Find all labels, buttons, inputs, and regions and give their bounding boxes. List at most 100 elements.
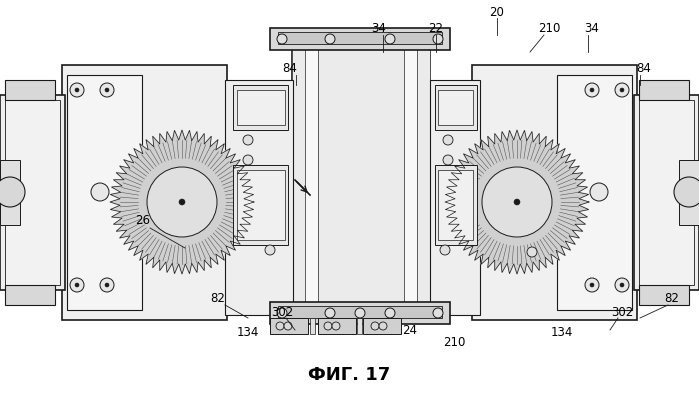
Text: 134: 134 (237, 326, 259, 339)
Text: 210: 210 (442, 336, 466, 349)
Text: 210: 210 (538, 21, 560, 35)
Bar (404, 34, 417, 316)
Bar (62, 65, 227, 320)
Circle shape (482, 167, 552, 237)
Bar (639, 80, 689, 100)
Text: 84: 84 (282, 62, 298, 75)
Bar (305, 34, 318, 316)
Circle shape (674, 177, 699, 207)
Circle shape (355, 308, 365, 318)
Circle shape (243, 135, 253, 145)
Circle shape (325, 34, 335, 44)
Circle shape (615, 83, 629, 97)
Circle shape (433, 34, 443, 44)
Bar (357, 318, 362, 334)
Circle shape (91, 183, 109, 201)
Text: 302: 302 (611, 305, 633, 318)
Bar (310, 318, 315, 334)
Bar (237, 90, 285, 125)
Bar (237, 170, 285, 240)
Circle shape (243, 155, 253, 165)
Bar (318, 318, 356, 334)
Circle shape (514, 199, 520, 205)
Bar (5, 80, 55, 100)
Text: 302: 302 (271, 305, 293, 318)
Text: 82: 82 (665, 291, 679, 305)
Text: 134: 134 (551, 326, 573, 339)
Text: 82: 82 (210, 291, 226, 305)
Bar (0, 160, 20, 225)
Bar (417, 34, 430, 316)
Circle shape (620, 283, 624, 287)
Bar (438, 170, 473, 240)
Bar (639, 100, 694, 285)
Bar (270, 28, 450, 50)
Circle shape (385, 308, 395, 318)
Bar (5, 100, 60, 285)
Bar (233, 165, 288, 245)
Text: ФИГ. 17: ФИГ. 17 (308, 366, 390, 384)
Bar (557, 75, 632, 310)
Circle shape (70, 278, 84, 292)
Bar (639, 285, 689, 305)
Text: 84: 84 (637, 62, 651, 75)
Polygon shape (110, 130, 254, 274)
Bar (278, 306, 442, 318)
Bar (691, 180, 699, 210)
Circle shape (277, 308, 287, 318)
Text: 34: 34 (584, 21, 600, 35)
Circle shape (385, 34, 395, 44)
Bar (679, 160, 699, 225)
Circle shape (277, 34, 287, 44)
Bar (435, 165, 477, 245)
Circle shape (590, 183, 608, 201)
Circle shape (371, 322, 379, 330)
Circle shape (105, 283, 109, 287)
Circle shape (615, 278, 629, 292)
Bar (278, 32, 442, 44)
Circle shape (325, 308, 335, 318)
Circle shape (443, 135, 453, 145)
Circle shape (379, 322, 387, 330)
Bar (438, 90, 473, 125)
Circle shape (147, 167, 217, 237)
Bar (435, 85, 477, 130)
Bar (67, 75, 142, 310)
Circle shape (265, 245, 275, 255)
Circle shape (590, 283, 594, 287)
Text: 24: 24 (403, 324, 417, 337)
Circle shape (332, 322, 340, 330)
Polygon shape (445, 130, 589, 274)
Bar (0, 95, 65, 290)
Circle shape (527, 247, 537, 257)
Text: 34: 34 (372, 21, 387, 35)
Bar (270, 302, 450, 324)
Bar (430, 80, 480, 315)
Circle shape (585, 83, 599, 97)
Bar (233, 85, 288, 130)
Circle shape (75, 88, 79, 92)
Text: 26: 26 (136, 214, 150, 226)
Circle shape (75, 283, 79, 287)
Circle shape (179, 199, 185, 205)
Bar (5, 285, 55, 305)
Circle shape (276, 322, 284, 330)
Circle shape (585, 278, 599, 292)
Circle shape (284, 322, 292, 330)
Bar (292, 32, 430, 318)
Text: 22: 22 (428, 21, 443, 35)
Bar (472, 65, 637, 320)
Bar (634, 95, 699, 290)
Circle shape (440, 245, 450, 255)
Circle shape (100, 278, 114, 292)
Circle shape (324, 322, 332, 330)
Bar (270, 318, 308, 334)
Circle shape (105, 88, 109, 92)
Bar (225, 80, 293, 315)
Bar (0, 180, 8, 210)
Circle shape (433, 308, 443, 318)
Text: 20: 20 (489, 6, 505, 19)
Bar (292, 34, 305, 316)
Circle shape (70, 83, 84, 97)
Bar (363, 318, 401, 334)
